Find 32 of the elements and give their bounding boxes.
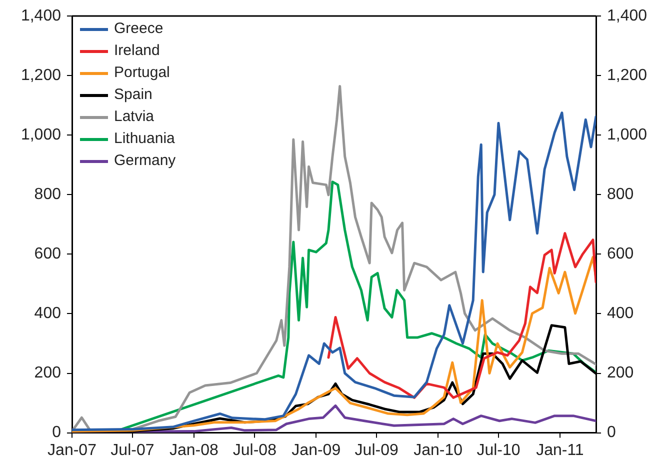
x-tick-label: Jan-07	[48, 442, 97, 459]
legend-label: Greece	[114, 19, 164, 39]
x-tick-label: Jan-08	[169, 442, 218, 459]
x-tick-label: Jan-10	[414, 442, 463, 459]
legend-label: Germany	[114, 151, 176, 171]
y2-tick-label: 400	[607, 305, 634, 322]
x-tick-label: Jan-09	[292, 442, 341, 459]
x-tick-label: Jul-09	[354, 442, 398, 459]
y-tick-label: 0	[52, 424, 62, 442]
legend-label: Portugal	[114, 63, 170, 83]
legend-label: Latvia	[114, 107, 154, 127]
x-tick-label: Jul-10	[476, 442, 520, 459]
x-tick-label: Jul-08	[232, 442, 277, 459]
legend-label: Spain	[114, 85, 152, 105]
y-tick-label: 1,400	[20, 7, 62, 24]
y2-tick-label: 600	[607, 246, 634, 263]
y-tick-label: 800	[34, 186, 62, 204]
y-tick-label: 1,000	[20, 126, 62, 144]
y2-tick-label: 1,400	[607, 7, 648, 24]
legend-label: Lithuania	[114, 129, 175, 149]
x-tick-label: Jul-07	[110, 442, 154, 459]
y-tick-label: 600	[34, 246, 62, 263]
y2-tick-label: 200	[607, 364, 634, 382]
y2-tick-label: 0	[607, 424, 616, 442]
y2-tick-label: 1,000	[607, 126, 648, 144]
y2-tick-label: 800	[607, 186, 634, 204]
legend-label: Ireland	[114, 41, 160, 61]
y2-tick-label: 1,200	[607, 66, 648, 84]
y-tick-label: 1,200	[20, 66, 62, 84]
y-tick-label: 200	[34, 364, 62, 382]
y-tick-label: 400	[34, 305, 62, 322]
x-tick-label: Jan-11	[536, 442, 584, 459]
